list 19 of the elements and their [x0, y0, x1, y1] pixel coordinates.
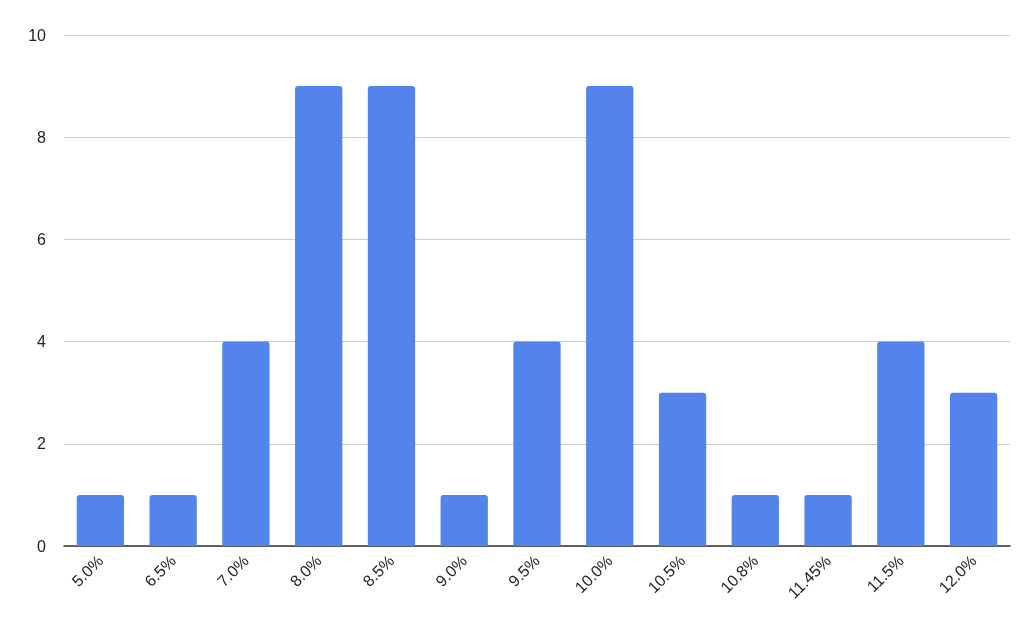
bar — [149, 494, 197, 546]
y-tick-label: 10 — [28, 26, 47, 44]
bar — [658, 392, 707, 546]
y-tick-label: 0 — [37, 537, 47, 555]
bar — [76, 494, 125, 546]
y-tick-label: 6 — [37, 230, 47, 248]
bar — [804, 494, 852, 546]
bar — [949, 392, 998, 546]
y-tick-label: 2 — [37, 435, 47, 453]
bar — [295, 86, 343, 546]
bar — [731, 494, 779, 546]
bar — [586, 86, 634, 546]
bar — [513, 341, 561, 546]
y-tick-label: 8 — [37, 128, 47, 146]
bar — [877, 341, 925, 546]
bar — [222, 341, 270, 546]
bar — [440, 494, 488, 546]
bar — [367, 86, 416, 546]
y-tick-label: 4 — [37, 333, 47, 351]
